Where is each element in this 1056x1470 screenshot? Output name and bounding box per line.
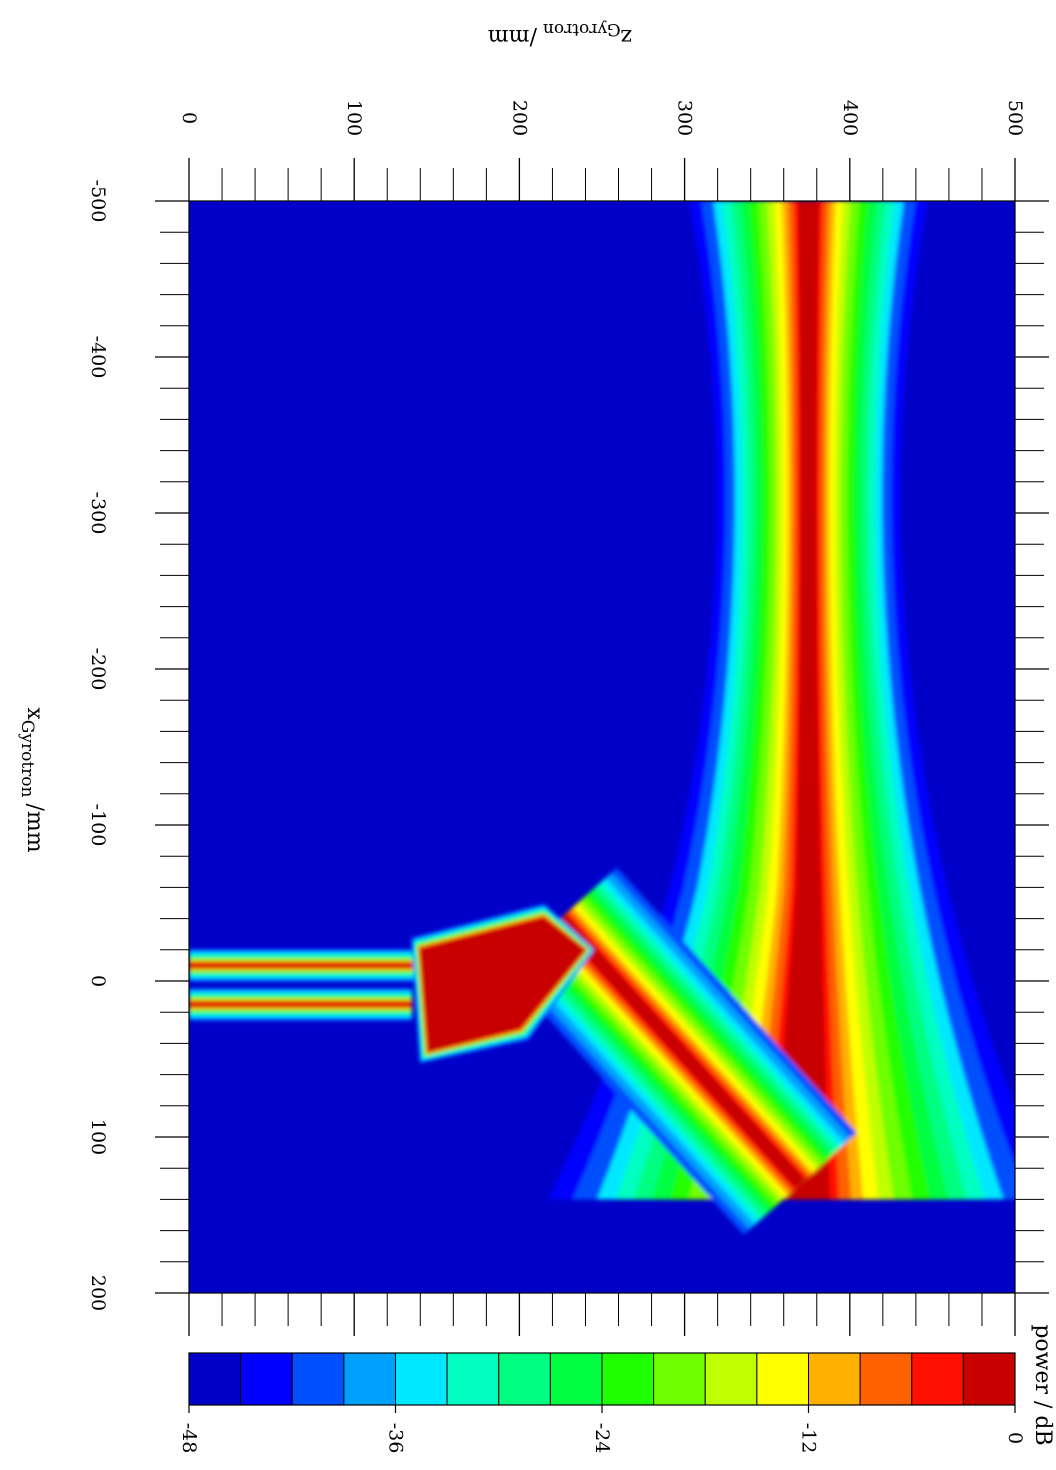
z-tick-label-group: 500 — [1004, 100, 1026, 136]
colorbar-tick-label: -48 — [178, 1423, 200, 1454]
x-tick-label: 200 — [87, 1275, 109, 1311]
z-tick-label: 200 — [508, 100, 530, 136]
x-tick-label-group: 100 — [87, 1119, 109, 1155]
x-tick-label-group: -300 — [87, 492, 109, 535]
x-tick-label-group: 0 — [87, 975, 109, 987]
x-axis-unit: /mm — [22, 803, 47, 852]
colorbar-swatch — [601, 1352, 655, 1406]
x-tick-label: -500 — [87, 180, 109, 223]
colorbar-swatch — [549, 1352, 603, 1406]
colorbar-swatch — [446, 1352, 500, 1406]
z-tick-label-group: 0 — [178, 112, 200, 124]
colorbar-swatch — [808, 1352, 861, 1406]
x-tick-label: -200 — [87, 648, 109, 691]
x-tick-label: 0 — [87, 975, 109, 987]
z-tick-label: 300 — [674, 100, 696, 136]
launcher-contour — [419, 917, 587, 1053]
colorbar-swatch — [653, 1352, 706, 1406]
waveguide-lower-contour — [189, 1002, 413, 1007]
svg-text:xGyrotron/mm: xGyrotron/mm — [17, 707, 47, 852]
output-beam-contour — [779, 201, 821, 1200]
x-tick-label-group: -100 — [87, 804, 109, 847]
colorbar: -48 -36 -24 -12 0 — [178, 1352, 1026, 1454]
x-tick-label-group: -400 — [87, 336, 109, 379]
beam-layer — [189, 201, 1015, 1235]
z-tick-label-group: 300 — [674, 100, 696, 136]
z-tick-label-group: 200 — [508, 100, 530, 136]
svg-text:zGyrotron/mm: zGyrotron/mm — [488, 19, 633, 49]
colorbar-tick-label-group: -24 — [591, 1423, 613, 1454]
colorbar-tick-label-group: -48 — [178, 1423, 200, 1454]
colorbar-swatch — [498, 1352, 551, 1406]
x-tick-label: -400 — [87, 336, 109, 379]
waveguide-upper-contour — [189, 963, 454, 968]
x-axis-main: x — [22, 707, 47, 720]
colorbar-swatch — [911, 1352, 964, 1406]
z-tick-label: 100 — [343, 100, 365, 136]
z-tick-label: 0 — [178, 112, 200, 124]
colorbar-tick-label-group: -36 — [385, 1423, 407, 1454]
z-axis-title: zGyrotron/mm — [488, 19, 633, 49]
colorbar-tick-label: -12 — [798, 1423, 820, 1454]
x-tick-label: -300 — [87, 492, 109, 535]
colorbar-swatch — [395, 1352, 448, 1406]
plot-frame — [188, 200, 1016, 1294]
x-tick-label-group: -500 — [87, 180, 109, 223]
colorbar-label: power / dB — [1030, 1324, 1055, 1445]
colorbar-tick-label: -36 — [385, 1423, 407, 1454]
heatmap-plot — [189, 201, 1015, 1293]
colorbar-tick-label-group: 0 — [1004, 1432, 1026, 1444]
colorbar-swatch — [291, 1352, 345, 1406]
colorbar-swatch — [240, 1352, 293, 1406]
colorbar-tick-label-group: -12 — [798, 1423, 820, 1454]
z-tick-label-group: 100 — [343, 100, 365, 136]
z-tick-label-group: 400 — [839, 100, 861, 136]
z-tick-label: 400 — [839, 100, 861, 136]
colorbar-swatch — [859, 1352, 913, 1406]
colorbar-swatch — [188, 1352, 242, 1406]
colorbar-swatch — [704, 1352, 758, 1406]
diagonal-beam-contour — [557, 916, 804, 1187]
colorbar-swatch — [343, 1352, 396, 1406]
z-axis-sub: Gyrotron — [543, 19, 621, 39]
z-axis-main: z — [621, 24, 633, 49]
x-tick-label: 100 — [87, 1119, 109, 1155]
colorbar-tick-label: -24 — [591, 1423, 613, 1454]
colorbar-swatch — [756, 1352, 809, 1406]
x-tick-label-group: -200 — [87, 648, 109, 691]
z-tick-label: 500 — [1004, 100, 1026, 136]
colorbar-swatch — [962, 1352, 1016, 1406]
z-axis-unit: /mm — [488, 24, 537, 49]
colorbar-title: power / dB — [1030, 1324, 1055, 1445]
x-axis-sub: Gyrotron — [17, 720, 37, 798]
axis-layer: -500 -400 -300 -200 -100 0 100 200 0 100 200 300 400… — [87, 100, 1049, 1336]
x-tick-label: -100 — [87, 804, 109, 847]
x-tick-label-group: 200 — [87, 1275, 109, 1311]
colorbar-tick-label: 0 — [1004, 1432, 1026, 1444]
x-axis-title: xGyrotron/mm — [17, 707, 47, 852]
